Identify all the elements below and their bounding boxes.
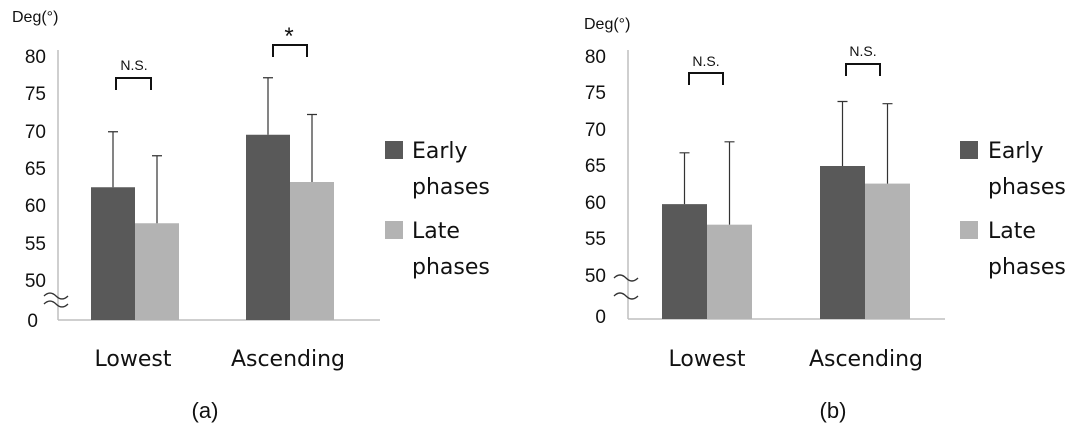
annotation-b-lowest: N.S. (692, 53, 719, 69)
legend-b-early-line1: Early (988, 139, 1044, 164)
y-tick-a-55: 55 (25, 234, 46, 255)
category-label-b-lowest: Lowest (669, 347, 746, 372)
significance-bracket-a-ascending (272, 44, 308, 57)
error-bar-b-lowest-late (724, 141, 735, 225)
y-tick-b-60: 60 (585, 193, 606, 214)
bars-b (662, 100, 910, 319)
y-tick-b-80: 80 (585, 47, 606, 68)
y-tick-b-50: 50 (585, 266, 606, 287)
bar-a-lowest-late (135, 223, 179, 320)
legend-swatch-a-late (385, 221, 403, 239)
y-tick-b-65: 65 (585, 156, 606, 177)
panel-a: Deg(°) 80 75 70 65 60 55 50 0 Lowest Asc… (12, 9, 490, 423)
bars-a (91, 77, 334, 320)
y-tick-a-65: 65 (25, 159, 46, 180)
y-tick-a-80: 80 (25, 47, 46, 68)
legend-swatch-b-early (960, 141, 978, 159)
y-tick-a-75: 75 (25, 84, 46, 105)
y-tick-b-55: 55 (585, 229, 606, 250)
legend-a-early-line1: Early (412, 139, 468, 164)
bar-a-ascending-late (290, 182, 334, 320)
error-bar-a-ascending-early (263, 77, 273, 135)
significance-bracket-b-lowest (688, 72, 724, 85)
caption-b: (b) (820, 398, 847, 423)
category-label-b-ascending: Ascending (809, 347, 923, 372)
category-label-a-lowest: Lowest (95, 347, 172, 372)
legend-b-late-line1: Late (988, 219, 1036, 244)
y-tick-a-60: 60 (25, 196, 46, 217)
caption-a: (a) (192, 398, 219, 423)
significance-bracket-b-ascending (845, 63, 881, 76)
bar-b-ascending-late (865, 183, 910, 319)
axis-break-a (43, 292, 69, 308)
axis-break-b (613, 274, 639, 300)
y-tick-b-0: 0 (595, 307, 606, 328)
error-bar-b-ascending-late (882, 103, 893, 184)
legend-b-late-line2: phases (988, 255, 1066, 280)
bar-b-ascending-early (820, 166, 865, 319)
legend-swatch-b-late (960, 221, 978, 239)
legend-swatch-a-early (385, 141, 403, 159)
error-bar-a-ascending-late (307, 113, 317, 182)
y-tick-a-70: 70 (25, 122, 46, 143)
annotation-b-ascending: N.S. (849, 43, 876, 59)
annotation-a-lowest: N.S. (120, 57, 147, 73)
error-bar-b-lowest-early (679, 152, 690, 205)
category-label-a-ascending: Ascending (231, 347, 345, 372)
legend-a-late-line2: phases (412, 255, 490, 280)
unit-label-b: Deg(°) (584, 16, 630, 33)
y-tick-b-75: 75 (585, 83, 606, 104)
bar-b-lowest-late (707, 224, 752, 319)
significance-bracket-a-lowest (115, 77, 152, 90)
legend-b-early-line2: phases (988, 175, 1066, 200)
error-bar-b-ascending-early (837, 100, 848, 166)
legend-a-early-line2: phases (412, 175, 490, 200)
annotation-a-ascending: * (284, 23, 293, 50)
error-bar-a-lowest-early (108, 131, 118, 188)
y-tick-b-70: 70 (585, 120, 606, 141)
unit-label-a: Deg(°) (12, 9, 58, 26)
error-bar-a-lowest-late (152, 155, 162, 224)
bar-a-lowest-early (91, 187, 135, 320)
y-tick-a-50: 50 (25, 271, 46, 292)
bar-b-lowest-early (662, 204, 707, 319)
bar-a-ascending-early (246, 134, 290, 320)
y-tick-a-0: 0 (27, 311, 38, 332)
legend-a-late-line1: Late (412, 219, 460, 244)
panel-b: Deg(°) 80 75 70 65 60 55 50 0 Lowest Asc… (584, 16, 1066, 423)
